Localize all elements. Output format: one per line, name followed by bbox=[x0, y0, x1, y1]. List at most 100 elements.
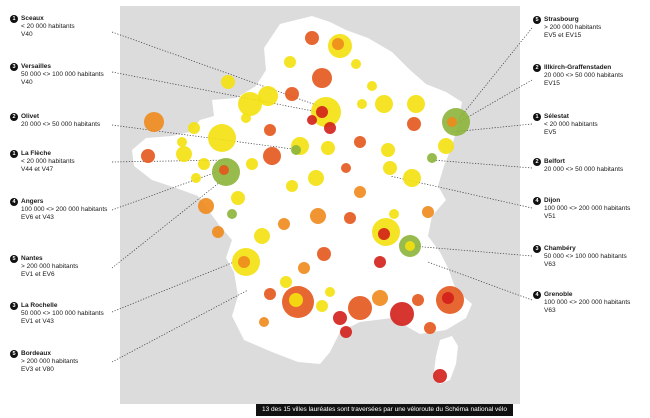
city-bubble bbox=[286, 180, 298, 192]
city-name: Bordeaux bbox=[21, 350, 51, 357]
rank-badge: 5 bbox=[10, 255, 18, 263]
label-right-0: 5 Strasbourg > 200 000 habitants EV5 et E… bbox=[533, 16, 650, 40]
city-bubble bbox=[208, 124, 236, 152]
city-bubble bbox=[177, 137, 187, 147]
city-bubble bbox=[332, 38, 344, 50]
city-size: 20 000 <> 50 000 habitants bbox=[544, 166, 624, 173]
city-bubble bbox=[212, 226, 224, 238]
city-bubble bbox=[372, 290, 388, 306]
leader-line-olivet bbox=[111, 124, 301, 151]
city-size: > 200 000 habitants bbox=[21, 358, 79, 365]
leader-line-la-rochelle bbox=[111, 261, 235, 313]
leader-line-bordeaux bbox=[111, 289, 249, 363]
label-right-3: 2 Belfort 20 000 <> 50 000 habitants bbox=[533, 158, 650, 174]
rank-badge: 4 bbox=[533, 291, 541, 299]
city-size: 20 000 <> 50 000 habitants bbox=[21, 121, 101, 128]
rank-badge: 3 bbox=[10, 63, 18, 71]
city-bubble bbox=[221, 75, 235, 89]
rank-badge: 2 bbox=[533, 158, 541, 166]
city-bubble bbox=[405, 241, 415, 251]
city-bubble bbox=[258, 86, 278, 106]
city-bubble bbox=[389, 209, 399, 219]
map-caption: 13 des 15 villes lauréates sont traversé… bbox=[256, 404, 513, 416]
city-bubble bbox=[367, 81, 377, 91]
rank-badge: 4 bbox=[10, 198, 18, 206]
city-bubble bbox=[374, 256, 386, 268]
city-bubble bbox=[316, 300, 328, 312]
leader-line-strasbourg bbox=[457, 27, 533, 121]
label-left-6: 3 La Rochelle 50 000 <> 100 000 habitants… bbox=[10, 302, 130, 326]
city-name: La Rochelle bbox=[21, 302, 58, 309]
rank-badge: 5 bbox=[533, 16, 541, 24]
city-bubble bbox=[407, 95, 425, 113]
label-right-6: 4 Grenoble 100 000 <> 200 000 habitants V… bbox=[533, 291, 650, 315]
city-bubble bbox=[390, 302, 414, 326]
city-route: EV5 bbox=[544, 129, 557, 136]
city-bubble bbox=[307, 115, 317, 125]
city-bubble bbox=[308, 170, 324, 186]
city-route: EV6 et V43 bbox=[21, 214, 54, 221]
label-left-1: 3 Versailles 50 000 <> 100 000 habitants … bbox=[10, 63, 130, 87]
city-bubble bbox=[285, 87, 299, 101]
city-bubble bbox=[264, 124, 276, 136]
city-size: 50 000 <> 100 000 habitants bbox=[21, 310, 104, 317]
rank-badge: 1 bbox=[10, 15, 18, 23]
city-route: V51 bbox=[544, 213, 556, 220]
city-size: > 200 000 habitants bbox=[21, 263, 79, 270]
city-route: V40 bbox=[21, 79, 33, 86]
city-bubble bbox=[263, 147, 281, 165]
city-route: EV1 et EV6 bbox=[21, 271, 55, 278]
city-size: 50 000 <> 100 000 habitants bbox=[544, 253, 627, 260]
city-bubble bbox=[422, 206, 434, 218]
city-size: > 200 000 habitants bbox=[544, 24, 602, 31]
rank-badge: 3 bbox=[533, 245, 541, 253]
city-name: Dijon bbox=[544, 197, 561, 204]
city-bubble bbox=[433, 369, 447, 383]
city-name: Belfort bbox=[544, 158, 565, 165]
city-bubble bbox=[357, 99, 367, 109]
city-bubble bbox=[321, 141, 335, 155]
city-bubble bbox=[316, 106, 328, 118]
city-bubble bbox=[427, 153, 437, 163]
city-bubble bbox=[348, 296, 372, 320]
city-bubble bbox=[325, 287, 335, 297]
city-bubble bbox=[341, 163, 351, 173]
city-name: Strasbourg bbox=[544, 16, 579, 23]
city-name: Angers bbox=[21, 198, 44, 205]
label-left-0: 1 Sceaux < 20 000 habitants V40 bbox=[10, 15, 130, 39]
city-route: EV15 bbox=[544, 80, 560, 87]
rank-badge: 1 bbox=[533, 113, 541, 121]
city-name: Sceaux bbox=[21, 15, 44, 22]
city-bubble bbox=[407, 117, 421, 131]
city-size: 100 000 <> 200 000 habitants bbox=[21, 206, 108, 213]
city-bubble bbox=[305, 31, 319, 45]
city-bubble bbox=[238, 92, 262, 116]
city-name: Versailles bbox=[21, 63, 51, 70]
city-bubble bbox=[198, 158, 210, 170]
city-bubble bbox=[351, 59, 361, 69]
left-leader-lines bbox=[111, 31, 331, 363]
city-bubble bbox=[312, 68, 332, 88]
city-bubble bbox=[442, 292, 454, 304]
city-name: Chambéry bbox=[544, 245, 576, 252]
city-name: Sélestat bbox=[544, 113, 569, 120]
label-right-5: 3 Chambéry 50 000 <> 100 000 habitants V6… bbox=[533, 245, 650, 269]
leader-line-nantes bbox=[111, 181, 221, 269]
city-bubble bbox=[354, 186, 366, 198]
rank-badge: 2 bbox=[10, 113, 18, 121]
city-size: 100 000 <> 200 000 habitants bbox=[544, 299, 631, 306]
city-bubble bbox=[259, 317, 269, 327]
city-bubble bbox=[141, 149, 155, 163]
city-bubble bbox=[289, 293, 303, 307]
city-name: Grenoble bbox=[544, 291, 573, 298]
label-right-1: 2 Illkirch-Graffenstaden 20 000 <> 50 000… bbox=[533, 64, 650, 88]
city-size: 50 000 <> 100 000 habitants bbox=[21, 71, 104, 78]
rank-badge: 4 bbox=[533, 197, 541, 205]
city-bubble bbox=[198, 198, 214, 214]
city-bubble bbox=[424, 322, 436, 334]
city-bubble bbox=[317, 247, 331, 261]
label-left-3: 1 La Flèche < 20 000 habitants V44 et V47 bbox=[10, 150, 130, 174]
city-bubble bbox=[254, 228, 270, 244]
city-bubble bbox=[246, 158, 258, 170]
city-bubble bbox=[378, 228, 390, 240]
